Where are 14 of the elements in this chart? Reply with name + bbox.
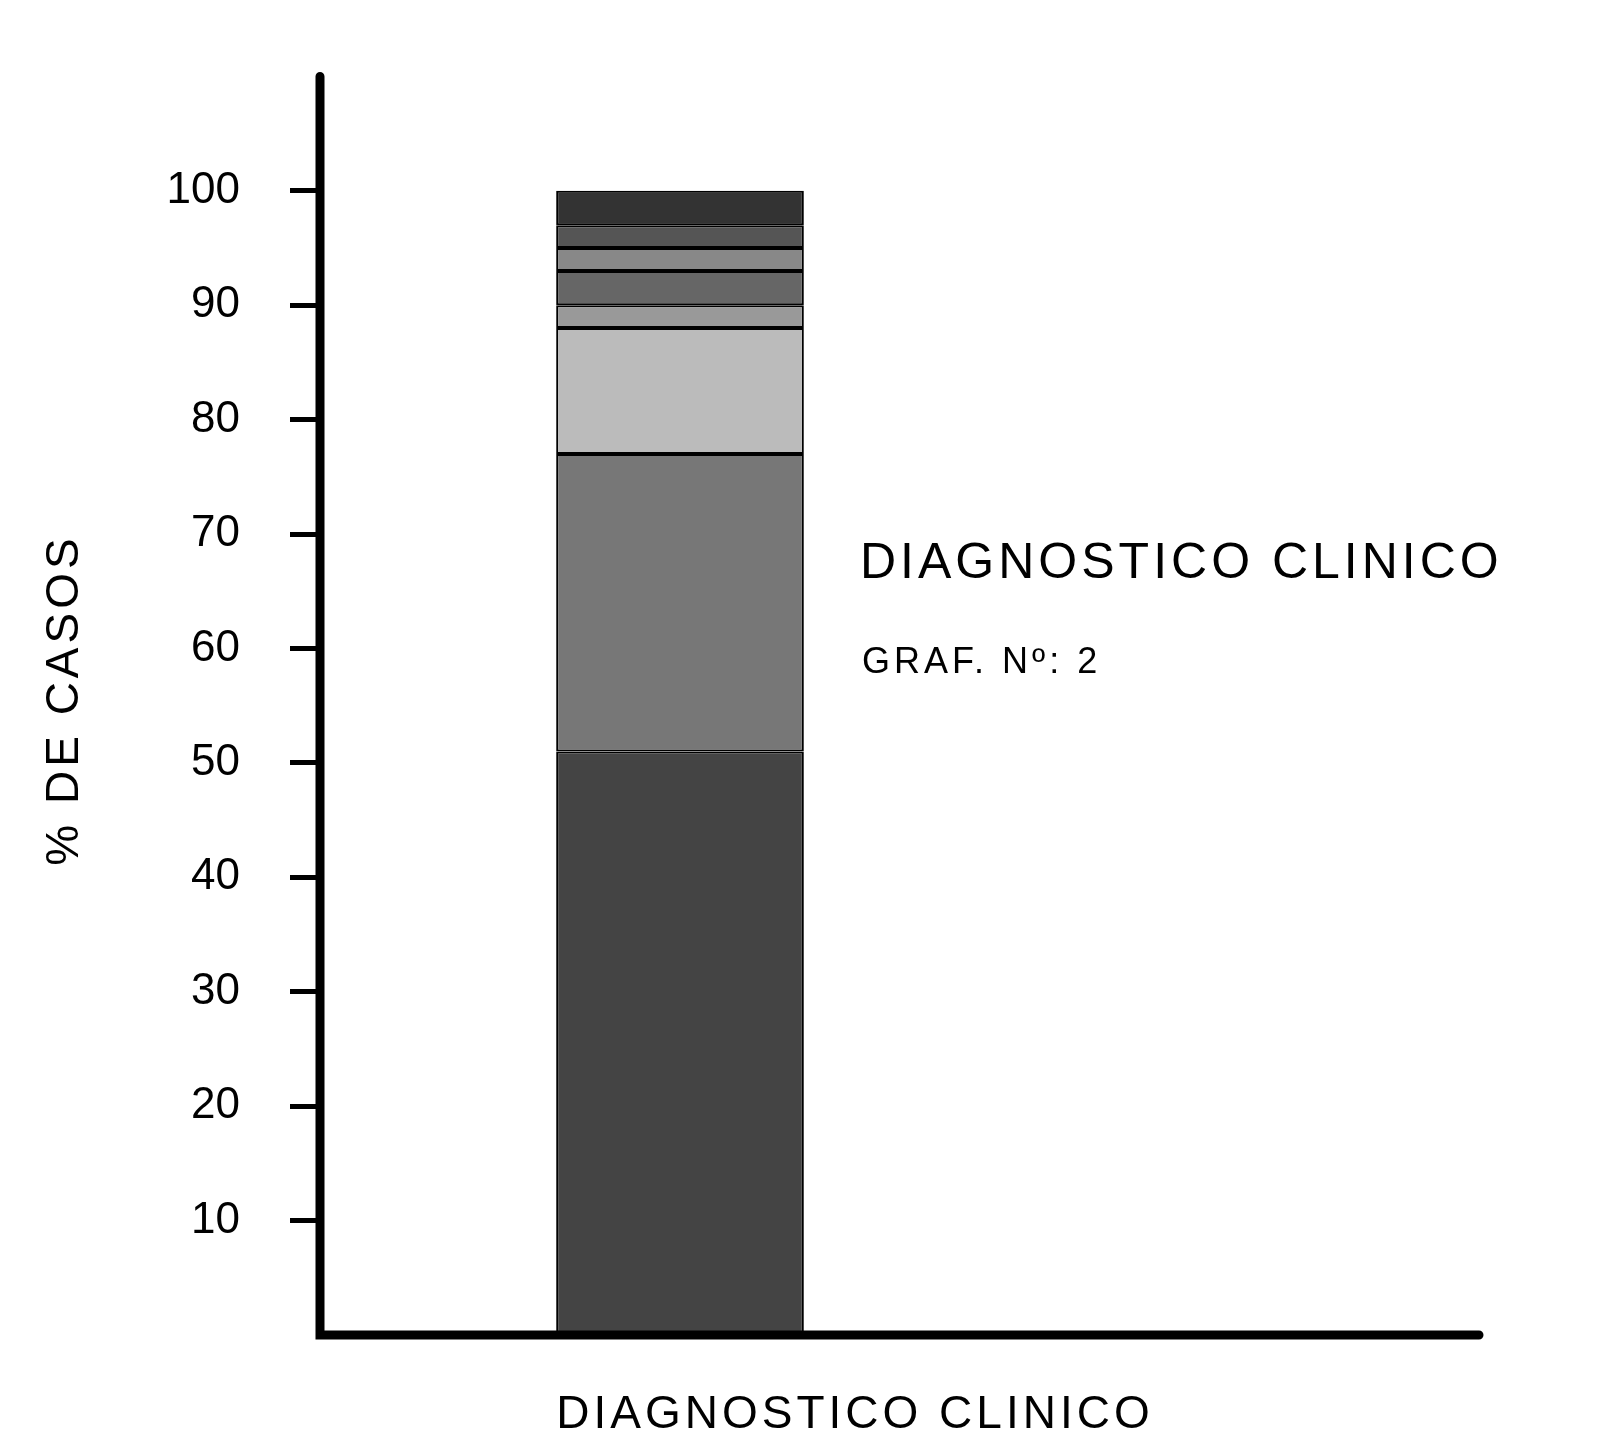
y-tick-label: 90 xyxy=(191,277,240,327)
y-tick-label: 30 xyxy=(191,963,240,1013)
x-axis-title: DIAGNOSTICO CLINICO xyxy=(556,1385,1154,1439)
y-tick-label: 80 xyxy=(191,391,240,441)
y-tick-label: 50 xyxy=(191,735,240,785)
y-tick-label: 60 xyxy=(191,620,240,670)
text: DIAGNOSTICO CLINICO xyxy=(860,532,1503,590)
y-tick-label: 10 xyxy=(191,1192,240,1242)
y-tick-label: 70 xyxy=(191,506,240,556)
y-tick-label: 20 xyxy=(191,1078,240,1128)
y-tick-label: 40 xyxy=(191,849,240,899)
y-axis-title: % DE CASOS xyxy=(35,534,89,866)
text: GRAF. Nº: 2 xyxy=(862,640,1102,682)
y-tick-label: 100 xyxy=(166,162,240,212)
